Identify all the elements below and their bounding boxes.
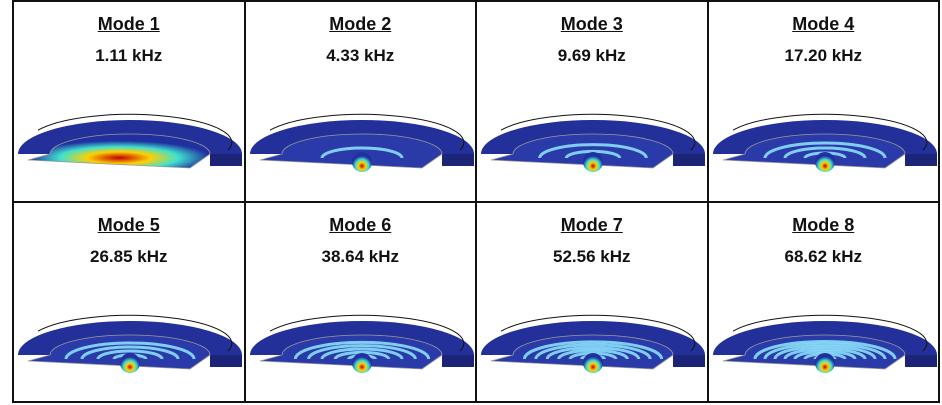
peak [352,353,372,373]
mode-title: Mode 3 [477,14,707,35]
mode-panel: Mode 3 9.69 kHz [477,0,709,201]
mode-panel: Mode 4 17.20 kHz [709,0,941,201]
mode-title: Mode 4 [709,14,939,35]
mode-title: Mode 5 [14,215,244,236]
mode-title: Mode 1 [14,14,244,35]
mode-panel: Mode 2 4.33 kHz [246,0,478,201]
mode-panel: Mode 8 68.62 kHz [709,201,941,402]
mode-frequency: 68.62 kHz [709,247,939,267]
ring-side [905,355,937,367]
peak [583,353,603,373]
mode-panel: Mode 7 52.56 kHz [477,201,709,402]
peak [583,152,603,172]
peak [352,152,372,172]
peak [815,152,835,172]
mode-frequency: 52.56 kHz [477,247,707,267]
mode-title: Mode 6 [246,215,476,236]
mode-frequency: 26.85 kHz [14,247,244,267]
ring-side [442,154,474,166]
mode-frequency: 4.33 kHz [246,46,476,66]
mode-frequency: 38.64 kHz [246,247,476,267]
ring-side [210,355,242,367]
mode-title: Mode 2 [246,14,476,35]
ring-side [442,355,474,367]
ring-side [673,355,705,367]
mode-frequency: 1.11 kHz [14,46,244,66]
mode-frequency: 17.20 kHz [709,46,939,66]
ring-side [673,154,705,166]
mode-panel: Mode 6 38.64 kHz [246,201,478,402]
mode-title: Mode 8 [709,215,939,236]
peak [815,353,835,373]
ring-side [210,154,242,166]
mode-panel: Mode 1 1.11 kHz [14,0,246,201]
mode-frequency: 9.69 kHz [477,46,707,66]
ring-side [905,154,937,166]
mode-panel: Mode 5 26.85 kHz [14,201,246,402]
page: Mode 1 1.11 kHzMode 2 4.33 kHzMode 3 9.69 k… [0,0,942,405]
peak [120,353,140,373]
mode-title: Mode 7 [477,215,707,236]
